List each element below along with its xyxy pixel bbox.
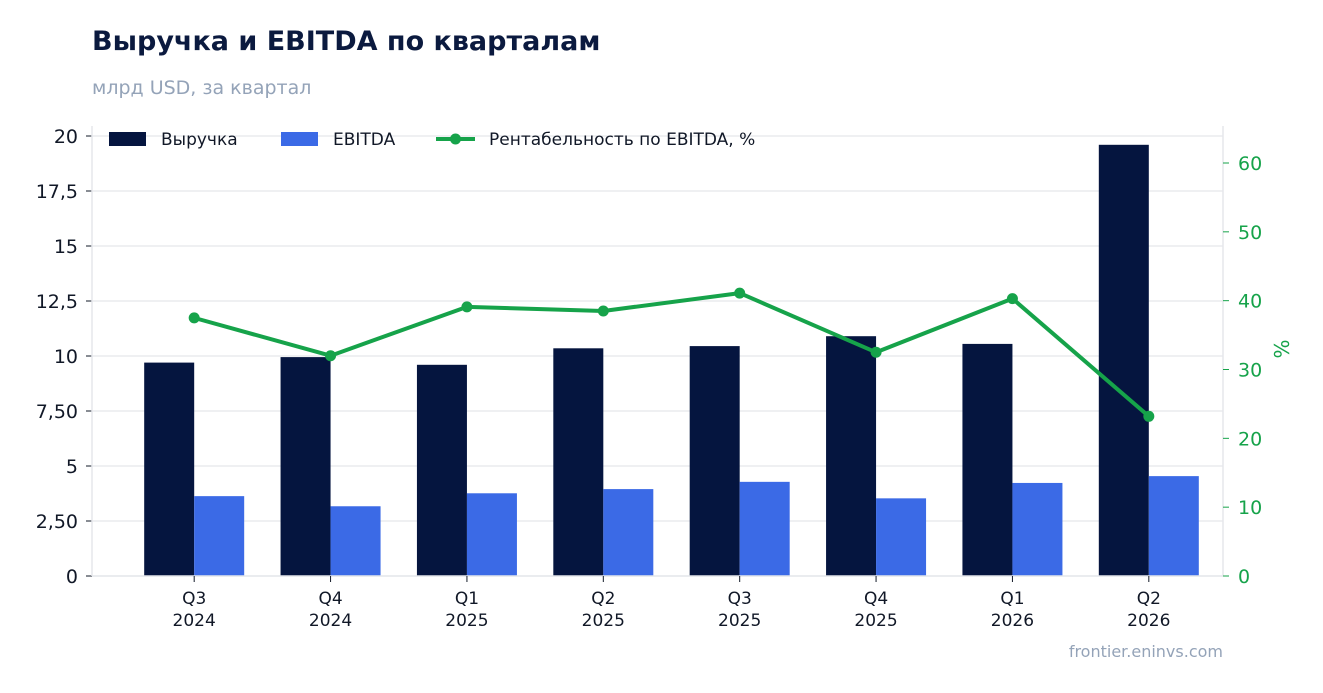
y-tick-label: 0 (66, 566, 78, 588)
bar-revenue (689, 346, 740, 576)
bar-revenue (826, 336, 877, 576)
bar-revenue (962, 343, 1013, 576)
bar-ebitda (739, 481, 790, 576)
legend: Выручка EBITDA Рентабельность по EBITDA, % (109, 130, 755, 150)
bar-ebitda (876, 498, 927, 576)
y2-tick-label: 30 (1238, 360, 1262, 382)
x-tick-label-year: 2024 (173, 611, 216, 631)
y2-tick-label: 60 (1238, 153, 1262, 175)
y-tick-label: 15 (54, 236, 78, 258)
bar-ebitda (1148, 476, 1199, 576)
bars (144, 144, 1199, 577)
bar-revenue (144, 362, 195, 576)
margin-point (1006, 293, 1018, 305)
bar-revenue (280, 357, 331, 576)
x-tick-label-year: 2025 (718, 611, 761, 631)
y-tick-label: 20 (54, 126, 78, 148)
y-tick-label: 17,5 (36, 181, 78, 203)
x-tick-label-quarter: Q4 (864, 589, 888, 609)
x-tick-label-quarter: Q1 (1000, 589, 1024, 609)
y-tick-label: 5 (66, 456, 78, 478)
legend-swatch-revenue (109, 132, 146, 146)
bar-ebitda (603, 489, 654, 576)
x-tick-label-year: 2026 (1127, 611, 1170, 631)
y2-tick-label: 20 (1238, 428, 1262, 450)
axes: 0 2,50 5 7,50 10 12,5 15 17,5 20 0 10 20 30 40 50 60% Q3… (36, 126, 1294, 631)
bar-ebitda (466, 493, 517, 576)
x-tick-label-year: 2026 (991, 611, 1034, 631)
y-tick-label: 2,50 (36, 511, 78, 533)
x-tick-label-quarter: Q1 (455, 589, 479, 609)
legend-label-margin: Рентабельность по EBITDA, % (489, 130, 755, 150)
source-credit: frontier.eninvs.com (1068, 642, 1223, 661)
bar-revenue (1098, 144, 1149, 577)
margin-point (734, 287, 746, 299)
chart-title: Выручка и EBITDA по кварталам (92, 26, 601, 57)
x-tick-label-year: 2024 (309, 611, 352, 631)
x-tick-label-year: 2025 (582, 611, 625, 631)
legend-marker-margin (450, 133, 461, 145)
bar-ebitda (1012, 482, 1063, 576)
bar-revenue (416, 364, 467, 576)
legend-swatch-ebitda (281, 132, 318, 146)
bar-revenue (553, 348, 604, 576)
bar-ebitda (330, 506, 381, 576)
margin-point (461, 301, 473, 313)
chart-subtitle: млрд USD, за квартал (92, 77, 312, 99)
x-tick-label-year: 2025 (445, 611, 488, 631)
margin-point (597, 305, 609, 317)
legend-label-ebitda: EBITDA (333, 130, 396, 150)
y2-tick-label: 10 (1238, 497, 1262, 519)
x-tick-label-quarter: Q3 (728, 589, 752, 609)
margin-point (325, 350, 337, 362)
x-tick-label-quarter: Q2 (591, 589, 615, 609)
y-tick-label: 7,50 (36, 401, 78, 423)
y2-tick-label: 40 (1238, 291, 1262, 313)
y2-tick-label: 0 (1238, 566, 1250, 588)
y-tick-label: 10 (54, 346, 78, 368)
margin-line-path (193, 291, 1151, 418)
x-tick-label-quarter: Q3 (182, 589, 206, 609)
margin-line (188, 287, 1155, 422)
legend-label-revenue: Выручка (161, 130, 238, 150)
y2-axis-label: % (1270, 339, 1294, 358)
y2-tick-label: 50 (1238, 222, 1262, 244)
x-tick-label-quarter: Q2 (1137, 589, 1161, 609)
margin-point (1143, 410, 1155, 422)
x-tick-label-quarter: Q4 (318, 589, 342, 609)
margin-point (870, 346, 882, 358)
margin-point (188, 312, 200, 324)
y-tick-label: 12,5 (36, 291, 78, 313)
bar-ebitda (194, 496, 245, 576)
x-tick-label-year: 2025 (854, 611, 897, 631)
